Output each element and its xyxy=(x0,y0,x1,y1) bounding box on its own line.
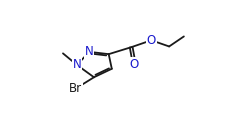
Text: Br: Br xyxy=(69,82,82,95)
Text: O: O xyxy=(147,34,156,47)
Text: O: O xyxy=(130,58,139,71)
Text: N: N xyxy=(85,45,94,58)
Text: N: N xyxy=(73,58,81,71)
